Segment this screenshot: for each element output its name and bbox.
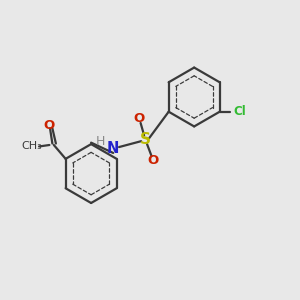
Text: S: S bbox=[140, 132, 151, 147]
Text: O: O bbox=[147, 154, 159, 167]
Text: Cl: Cl bbox=[233, 105, 246, 118]
Text: N: N bbox=[107, 141, 119, 156]
Text: CH₃: CH₃ bbox=[21, 142, 42, 152]
Text: H: H bbox=[96, 135, 106, 148]
Text: O: O bbox=[134, 112, 145, 125]
Text: O: O bbox=[44, 119, 55, 132]
